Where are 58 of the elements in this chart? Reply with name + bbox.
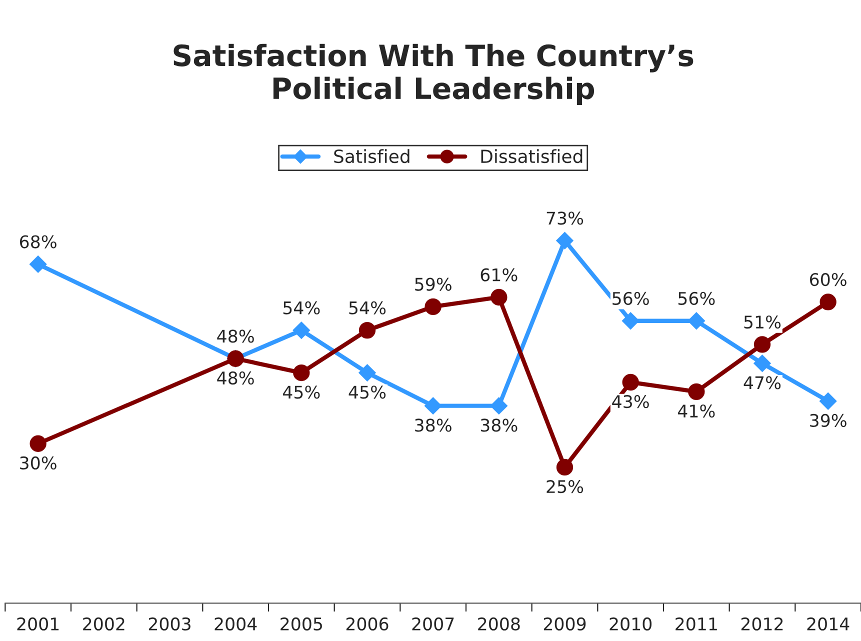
data-label: 54% (283, 301, 320, 314)
point (358, 364, 376, 382)
x-tick-label: 2010 (610, 617, 652, 631)
x-tick-label: 2003 (148, 617, 190, 631)
data-label: 30% (20, 456, 56, 470)
data-label: 61% (480, 268, 518, 282)
x-tick-label: 2002 (83, 617, 124, 631)
data-label: 56% (678, 292, 715, 305)
point (622, 374, 639, 391)
x-tick-label: 2011 (676, 617, 717, 631)
data-label: 38% (480, 418, 518, 432)
point (820, 294, 836, 310)
data-label: 43% (612, 395, 649, 408)
point (358, 322, 376, 339)
data-label: 39% (810, 414, 846, 428)
data-label: 47% (744, 376, 781, 390)
data-label: 45% (282, 386, 320, 399)
x-tick-label: 2006 (346, 617, 388, 631)
x-tick-label: 2008 (478, 617, 520, 631)
point (820, 392, 837, 410)
data-label: 41% (678, 404, 715, 418)
point (292, 322, 310, 339)
point (490, 397, 508, 414)
data-label: 45% (348, 386, 386, 399)
x-tick-label: 2009 (544, 617, 586, 631)
point (30, 256, 47, 273)
data-label: 25% (546, 480, 584, 494)
data-label: 51% (744, 315, 781, 329)
point (293, 364, 310, 382)
x-tick-label: 2004 (214, 617, 257, 631)
data-label: 48% (217, 371, 254, 385)
point (30, 435, 46, 452)
x-tick-label: 2005 (280, 617, 322, 631)
point (688, 383, 705, 400)
chart-title: Satisfaction With The Country’s Political Leadership (174, 44, 694, 105)
data-label: 48% (217, 330, 254, 343)
data-label: 59% (415, 278, 452, 291)
data-label: 60% (810, 272, 846, 286)
x-tick-label: 2012 (741, 617, 783, 631)
data-label: 73% (546, 212, 584, 225)
point (556, 232, 574, 250)
x-tick-label: 2007 (412, 617, 454, 631)
point (556, 458, 574, 476)
legend-label: Satisfied (334, 149, 410, 164)
point (490, 288, 508, 306)
point (688, 312, 705, 330)
point (424, 397, 442, 414)
legend-label: Dissatisfied (481, 149, 582, 164)
point (424, 298, 442, 316)
data-label: 54% (349, 301, 386, 314)
x-tick-label: 2001 (17, 617, 59, 631)
point (622, 312, 640, 330)
point (754, 354, 771, 372)
data-label: 68% (20, 235, 56, 248)
x-tick-label: 2014 (807, 617, 850, 631)
point (754, 336, 771, 353)
data-label: 38% (415, 418, 452, 432)
data-label: 56% (612, 292, 649, 305)
